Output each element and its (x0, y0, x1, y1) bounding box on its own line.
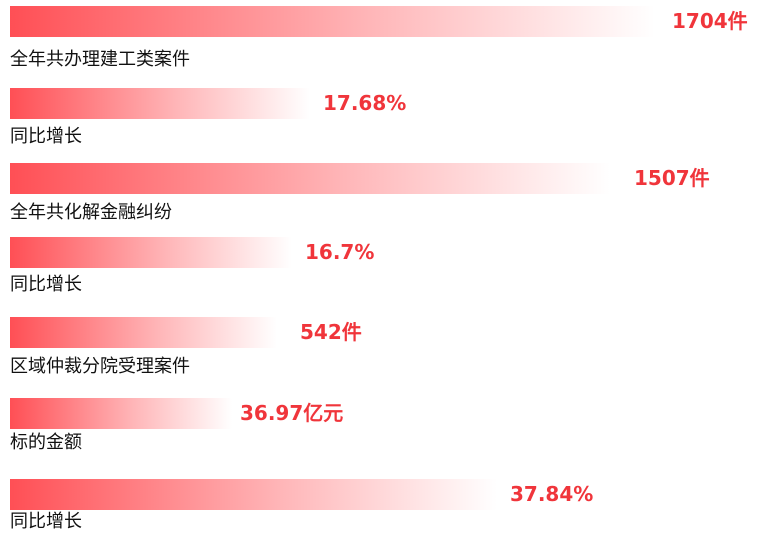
label: 全年共办理建工类案件 (10, 49, 190, 70)
value-text: 1507件 (634, 166, 710, 190)
bar (10, 398, 232, 429)
bar (10, 479, 497, 510)
bar (10, 88, 310, 119)
value-text: 1704件 (672, 9, 748, 33)
bar (10, 317, 277, 348)
value-text: 36.97亿元 (240, 401, 344, 425)
value-text: 16.7% (305, 240, 375, 264)
value-text: 17.68% (323, 91, 407, 115)
bar (10, 6, 655, 37)
label: 标的金额 (10, 432, 82, 453)
label: 同比增长 (10, 511, 82, 532)
value-text: 37.84% (510, 482, 594, 506)
value-text: 542件 (300, 320, 362, 344)
label: 同比增长 (10, 126, 82, 147)
label: 区域仲裁分院受理案件 (10, 356, 190, 377)
bar (10, 163, 610, 194)
label: 全年共化解金融纠纷 (10, 202, 172, 223)
label: 同比增长 (10, 274, 82, 295)
bar (10, 237, 292, 268)
